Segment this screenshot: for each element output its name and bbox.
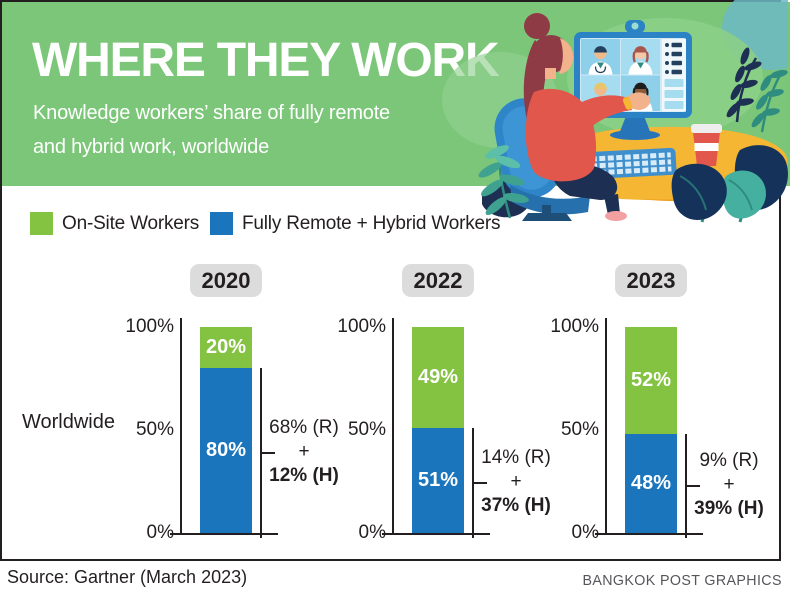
page-title: WHERE THEY WORK [32, 34, 500, 87]
chart-2023: 2023 100% 50% 0% 52% 48% 9% (R) + 39% (H… [539, 264, 789, 560]
bar-value-remote-hybrid: 48% [630, 472, 672, 494]
y-axis-tick-50: 50% [347, 419, 386, 440]
legend-swatch-remote-hybrid [210, 212, 233, 235]
legend-swatch-onsite [30, 212, 53, 235]
bar-segment-onsite: 49% [412, 327, 464, 428]
coffee-cup-icon [691, 124, 722, 166]
y-axis-tick-0: 0% [358, 522, 386, 543]
annotation-remote: 14% (R) [481, 447, 551, 468]
row-label-worldwide: Worldwide [22, 411, 115, 433]
bracket-tick [260, 452, 275, 454]
y-axis-tick-100: 100% [125, 316, 174, 337]
bar-value-remote-hybrid: 51% [417, 469, 459, 491]
chart-2020: 2020 100% 50% 0% 20% 80% 68% (R) + 12% (… [114, 264, 364, 560]
x-baseline [382, 533, 490, 535]
legend-item-onsite: On-Site Workers [30, 212, 199, 235]
video-call-participant [628, 46, 653, 75]
year-badge: 2023 [615, 264, 687, 297]
stacked-bar: 20% 80% [200, 327, 252, 533]
bar-segment-remote-hybrid: 51% [412, 428, 464, 533]
stacked-bar: 49% 51% [412, 327, 464, 533]
annotation-remote: 9% (R) [699, 450, 759, 471]
annotation-plus: + [510, 471, 522, 492]
x-baseline [170, 533, 278, 535]
source-credit: Source: Gartner (March 2023) [7, 567, 248, 587]
legend-label-remote-hybrid: Fully Remote + Hybrid Workers [242, 212, 501, 234]
y-axis-tick-50: 50% [135, 419, 174, 440]
legend-label-onsite: On-Site Workers [62, 212, 200, 234]
bar-value-onsite: 49% [417, 366, 459, 388]
annotation-block: 9% (R) + 39% (H) [685, 449, 773, 521]
woman [523, 13, 651, 221]
hero-illustration [442, 0, 788, 223]
bracket-tick [472, 482, 487, 484]
bar-value-onsite: 20% [205, 336, 247, 358]
bar-value-remote-hybrid: 80% [205, 439, 247, 461]
y-axis-line [605, 318, 607, 535]
annotation-hybrid: 12% (H) [269, 465, 339, 486]
year-badge: 2020 [190, 264, 262, 297]
annotation-remote: 68% (R) [269, 417, 339, 438]
bar-value-onsite: 52% [630, 369, 672, 391]
legend-item-remote-hybrid: Fully Remote + Hybrid Workers [210, 212, 501, 235]
y-axis-tick-0: 0% [571, 522, 599, 543]
x-baseline [595, 533, 703, 535]
annotation-block: 68% (R) + 12% (H) [260, 416, 348, 488]
chart-2022: 2022 100% 50% 0% 49% 51% 14% (R) + 37% (… [326, 264, 576, 560]
annotation-hybrid: 37% (H) [481, 495, 551, 516]
stacked-bar: 52% 48% [625, 327, 677, 533]
plant-sprigs-right-icon [726, 47, 788, 133]
annotation-plus: + [298, 441, 310, 462]
annotation-plus: + [723, 474, 735, 495]
annotation-block: 14% (R) + 37% (H) [472, 446, 560, 518]
monstera-leaves-icon [671, 145, 788, 223]
bar-segment-remote-hybrid: 80% [200, 368, 252, 533]
graphics-credit: BANGKOK POST GRAPHICS [582, 572, 782, 589]
bar-segment-onsite: 20% [200, 327, 252, 368]
annotation-hybrid: 39% (H) [694, 498, 764, 519]
y-axis-tick-100: 100% [550, 316, 599, 337]
bar-segment-remote-hybrid: 48% [625, 434, 677, 533]
page-subtitle: Knowledge workers’ share of fully remote… [33, 102, 390, 158]
y-axis-tick-50: 50% [560, 419, 599, 440]
y-axis-tick-0: 0% [146, 522, 174, 543]
bracket-tick [685, 485, 700, 487]
y-axis-line [180, 318, 182, 535]
video-call-participant [588, 46, 613, 75]
y-axis-tick-100: 100% [337, 316, 386, 337]
y-axis-line [392, 318, 394, 535]
fern-left-icon [478, 145, 529, 219]
bar-segment-onsite: 52% [625, 327, 677, 434]
content-frame [0, 0, 781, 561]
year-badge: 2022 [402, 264, 474, 297]
